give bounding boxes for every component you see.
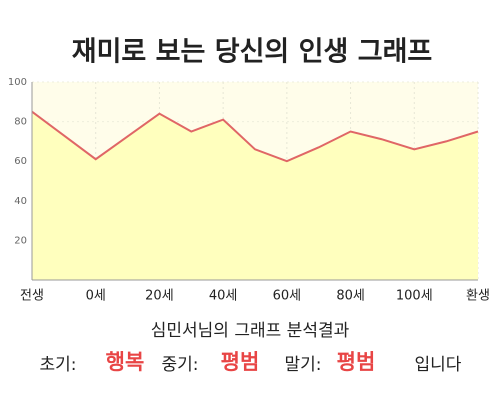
result-label: 중기: [161, 355, 198, 375]
line [31, 110, 479, 163]
y-tick-label: 100 [8, 77, 27, 88]
result-value: 평범 [337, 350, 376, 374]
x-tick-label: 100세 [396, 289, 433, 304]
y-tick-label: 20 [14, 235, 27, 246]
y-tick-label: 40 [14, 196, 27, 207]
y-tick-label: 80 [14, 117, 27, 128]
x-tick-label: 0세 [86, 289, 106, 304]
result-label: 말기: [284, 355, 321, 375]
result-label: 초기: [39, 355, 76, 375]
result-heading: 심민서님의 그래프 분석결과 [151, 321, 350, 341]
x-tick-label: 환생 [466, 289, 490, 304]
x-tick-label: 전생 [20, 289, 44, 304]
x-tick-label: 20세 [145, 289, 174, 304]
result-value: 평범 [221, 350, 260, 374]
area [32, 111, 478, 280]
x-tick-label: 80세 [336, 289, 365, 304]
y-tick-label: 60 [14, 156, 27, 167]
result-value: 행복 [106, 350, 145, 374]
chart-title: 재미로 보는 당신의 인생 그래프 [72, 37, 433, 68]
x-tick-label: 40세 [209, 289, 238, 304]
x-tick-label: 60세 [273, 289, 302, 304]
result-label: 입니다 [415, 355, 462, 375]
